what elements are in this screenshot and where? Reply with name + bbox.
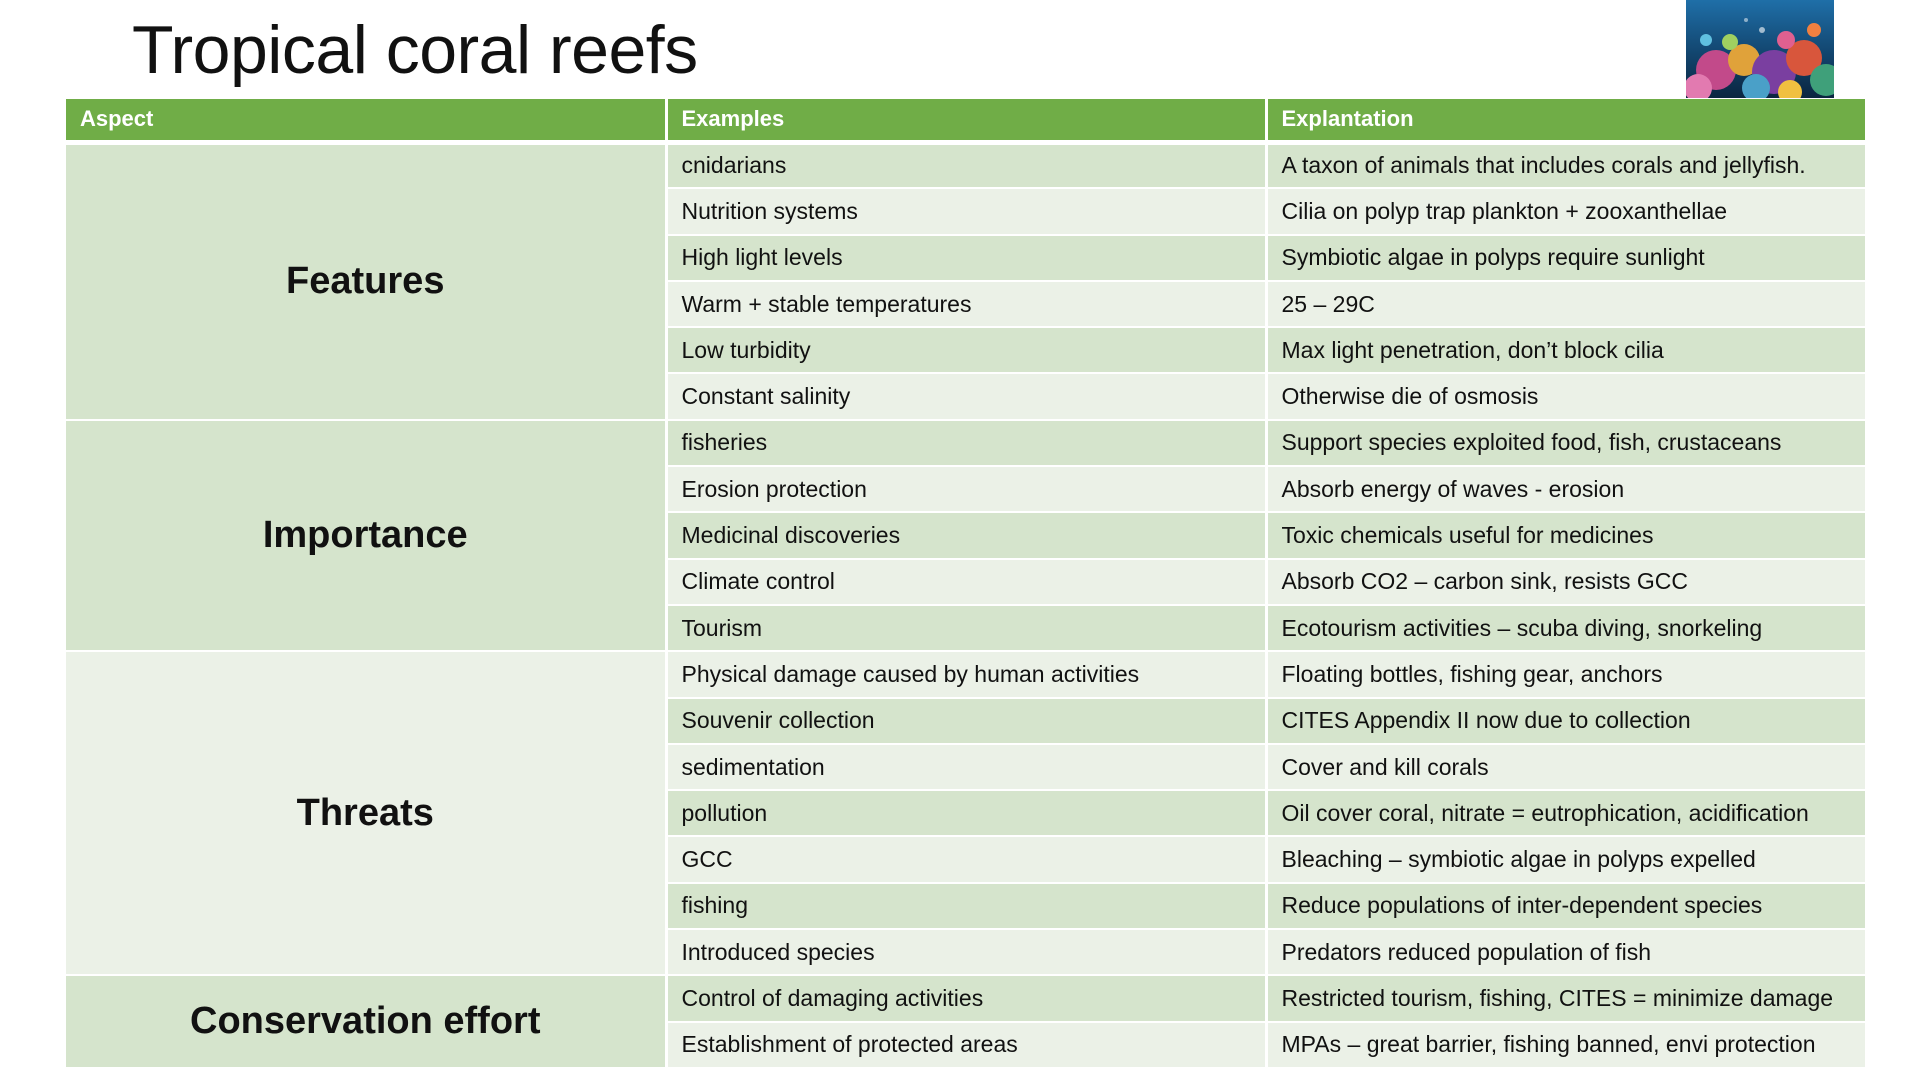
aspect-cell: Conservation effort bbox=[66, 975, 668, 1069]
table-row: Warm + stable temperatures 25 – 29C bbox=[66, 280, 1865, 329]
coral-reef-table: Aspect Examples Explantation Features cni… bbox=[66, 99, 1865, 1070]
example-cell: Physical damage caused by human activiti… bbox=[666, 651, 1268, 699]
table-row: Souvenir collection CITES Appendix II now… bbox=[66, 697, 1865, 745]
example-cell: GCC bbox=[666, 836, 1268, 884]
example-cell: Erosion protection bbox=[666, 466, 1268, 514]
table-row: Threats Physical damage caused by human a… bbox=[66, 651, 1865, 977]
example-cell: Low turbidity bbox=[666, 327, 1268, 375]
example-cell: High light levels bbox=[666, 234, 1268, 282]
explanation-cell: Toxic chemicals useful for medicines bbox=[1266, 512, 1865, 560]
table-row: Erosion protection Absorb energy of waves… bbox=[66, 466, 1865, 514]
table-row: Low turbidity Max light penetration, don’… bbox=[66, 327, 1865, 375]
example-cell: fishing bbox=[666, 882, 1268, 931]
example-cell: sedimentation bbox=[666, 743, 1268, 792]
explanation-cell: 25 – 29C bbox=[1266, 280, 1865, 329]
example-cell: Medicinal discoveries bbox=[666, 512, 1268, 560]
table-row: Climate control Absorb CO2 – carbon sink,… bbox=[66, 558, 1865, 606]
explanation-cell: Bleaching – symbiotic algae in polyps ex… bbox=[1266, 836, 1865, 884]
explanation-cell: MPAs – great barrier, fishing banned, en… bbox=[1266, 1021, 1865, 1070]
example-cell: Tourism bbox=[666, 604, 1268, 653]
aspect-cell: Features bbox=[66, 142, 668, 421]
example-cell: Warm + stable temperatures bbox=[666, 280, 1268, 329]
explanation-cell: Reduce populations of inter-dependent sp… bbox=[1266, 882, 1865, 931]
explanation-cell: Restricted tourism, fishing, CITES = min… bbox=[1266, 975, 1865, 1023]
aspect-cell: Importance bbox=[66, 419, 668, 653]
explanation-cell: Oil cover coral, nitrate = eutrophicatio… bbox=[1266, 790, 1865, 838]
example-cell: Souvenir collection bbox=[666, 697, 1268, 745]
table-row: pollution Oil cover coral, nitrate = eutr… bbox=[66, 790, 1865, 838]
table-row: fishing Reduce populations of inter-depen… bbox=[66, 882, 1865, 931]
table-row: Conservation effort Control of damaging a… bbox=[66, 975, 1865, 1069]
table-header-row: Aspect Examples Explantation bbox=[66, 99, 1865, 145]
table-row: Importance fisheries Support species explo… bbox=[66, 419, 1865, 653]
explanation-cell: A taxon of animals that includes corals … bbox=[1266, 142, 1865, 190]
table-row: Medicinal discoveries Toxic chemicals use… bbox=[66, 512, 1865, 560]
header-explanation: Explantation bbox=[1266, 99, 1865, 145]
header-aspect: Aspect bbox=[66, 99, 668, 145]
header-examples: Examples bbox=[666, 99, 1268, 145]
slide-title: Tropical coral reefs bbox=[132, 12, 698, 88]
explanation-cell: Ecotourism activities – scuba diving, sn… bbox=[1266, 604, 1865, 653]
explanation-cell: Absorb CO2 – carbon sink, resists GCC bbox=[1266, 558, 1865, 606]
explanation-cell: Cover and kill corals bbox=[1266, 743, 1865, 792]
table-row: sedimentation Cover and kill corals bbox=[66, 743, 1865, 792]
aspect-cell: Threats bbox=[66, 651, 668, 977]
table-row: GCC Bleaching – symbiotic algae in polyps… bbox=[66, 836, 1865, 884]
table-row: Nutrition systems Cilia on polyp trap pla… bbox=[66, 188, 1865, 236]
example-cell: Constant salinity bbox=[666, 373, 1268, 421]
table-row: High light levels Symbiotic algae in poly… bbox=[66, 234, 1865, 282]
explanation-cell: Symbiotic algae in polyps require sunlig… bbox=[1266, 234, 1865, 282]
example-cell: Introduced species bbox=[666, 929, 1268, 977]
explanation-cell: Floating bottles, fishing gear, anchors bbox=[1266, 651, 1865, 699]
example-cell: Control of damaging activities bbox=[666, 975, 1268, 1023]
explanation-cell: Max light penetration, don’t block cilia bbox=[1266, 327, 1865, 375]
coral-reef-image bbox=[1686, 0, 1834, 98]
explanation-cell: Otherwise die of osmosis bbox=[1266, 373, 1865, 421]
example-cell: Establishment of protected areas bbox=[666, 1021, 1268, 1070]
example-cell: Nutrition systems bbox=[666, 188, 1268, 236]
explanation-cell: Predators reduced population of fish bbox=[1266, 929, 1865, 977]
example-cell: pollution bbox=[666, 790, 1268, 838]
table-row: Introduced species Predators reduced popu… bbox=[66, 929, 1865, 977]
table-body: Features cnidarians A taxon of animals tha… bbox=[66, 142, 1865, 1070]
example-cell: fisheries bbox=[666, 419, 1268, 468]
table-row: Tourism Ecotourism activities – scuba div… bbox=[66, 604, 1865, 653]
explanation-cell: Absorb energy of waves - erosion bbox=[1266, 466, 1865, 514]
table-row: Establishment of protected areas MPAs – g… bbox=[66, 1021, 1865, 1070]
table-row: Constant salinity Otherwise die of osmosi… bbox=[66, 373, 1865, 421]
explanation-cell: Support species exploited food, fish, cr… bbox=[1266, 419, 1865, 468]
explanation-cell: Cilia on polyp trap plankton + zooxanthe… bbox=[1266, 188, 1865, 236]
example-cell: Climate control bbox=[666, 558, 1268, 606]
example-cell: cnidarians bbox=[666, 142, 1268, 190]
table-row: Features cnidarians A taxon of animals tha… bbox=[66, 142, 1865, 421]
explanation-cell: CITES Appendix II now due to collection bbox=[1266, 697, 1865, 745]
